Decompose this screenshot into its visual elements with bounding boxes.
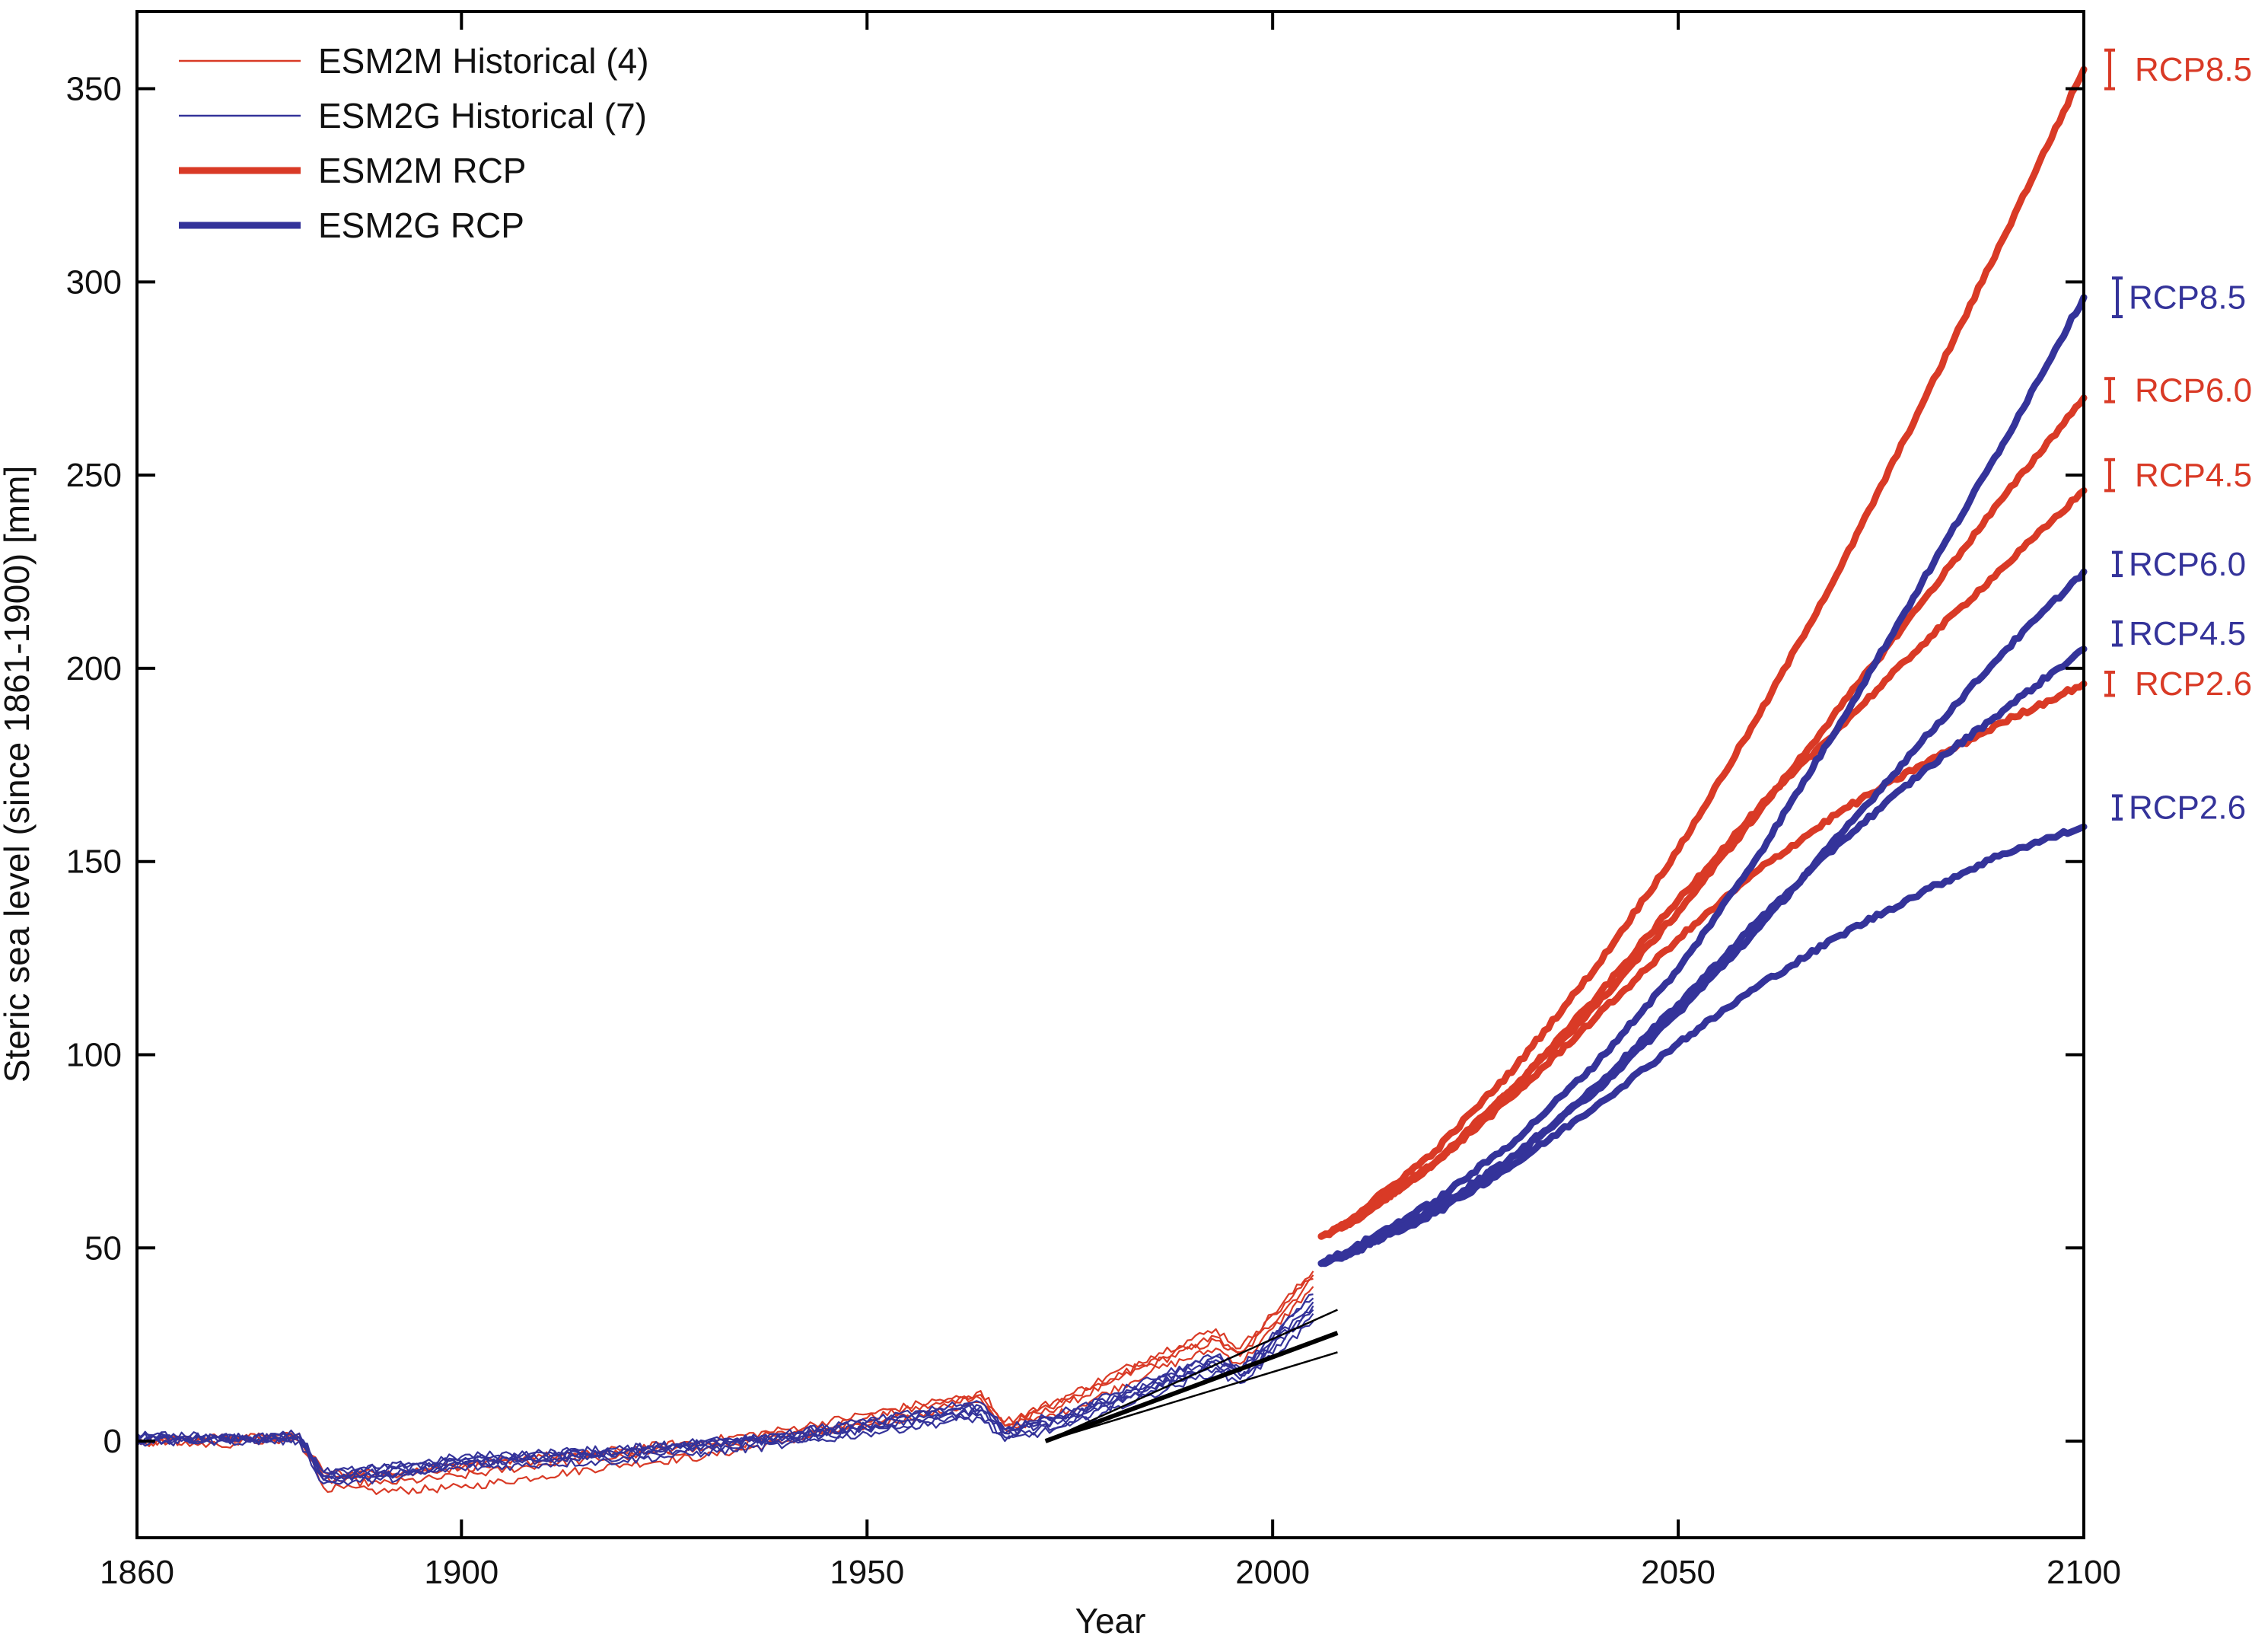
- rcp-line-esm2g-rcp85: [1317, 294, 2088, 1268]
- rcp-label-text: RCP6.0: [2129, 546, 2246, 583]
- rcp-label-esm2g-rcp26: RCP2.6: [2112, 789, 2246, 827]
- x-tick-label: 1950: [830, 1554, 904, 1591]
- historical-line-esm2g-8: [136, 1297, 1314, 1480]
- historical-line-esm2g-10: [136, 1293, 1314, 1475]
- y-tick-label: 50: [84, 1229, 122, 1267]
- rcp-label-text: RCP4.5: [2129, 615, 2246, 652]
- legend-label: ESM2M Historical (4): [318, 41, 649, 81]
- legend-entry: ESM2M Historical (4): [179, 41, 649, 81]
- y-tick-label: 300: [66, 263, 122, 301]
- historical-line-esm2m-3: [136, 1274, 1314, 1479]
- rcp-label-text: RCP8.5: [2135, 51, 2252, 88]
- legend-entry: ESM2M RCP: [179, 151, 526, 190]
- rcp-label-esm2m-rcp60: RCP6.0: [2104, 371, 2252, 409]
- historical-line-esm2g-9: [136, 1305, 1314, 1483]
- observation-trend-line-0: [1044, 1331, 1339, 1443]
- x-axis-title: Year: [1075, 1601, 1146, 1639]
- y-tick-label: 0: [104, 1423, 122, 1460]
- y-axis-title: Steric sea level (since 1861-1900) [mm]: [0, 466, 37, 1083]
- y-tick-label: 250: [66, 457, 122, 494]
- rcp-label-text: RCP4.5: [2135, 457, 2252, 494]
- legend-entry: ESM2G Historical (7): [179, 96, 647, 136]
- axis-ticks: 1860 1900 1950 2000 2050 2100 0 50 100 150 200 250 3…: [66, 11, 2121, 1591]
- rcp-label-text: RCP2.6: [2129, 789, 2246, 827]
- legend-label: ESM2G Historical (7): [318, 96, 647, 136]
- x-tick-label: 1860: [100, 1554, 174, 1591]
- x-tick-label: 2000: [1235, 1554, 1310, 1591]
- rcp-line-esm2g-rcp26: [1317, 823, 2088, 1268]
- rcp-label-esm2g-rcp85: RCP8.5: [2112, 276, 2246, 318]
- observation-trend-line-1: [1045, 1309, 1338, 1443]
- rcp-label-esm2m-rcp85: RCP8.5: [2104, 48, 2252, 91]
- historical-line-esm2m-0: [136, 1277, 1314, 1479]
- x-tick-label: 2100: [2047, 1554, 2121, 1591]
- rcp-line-esm2m-rcp85: [1317, 65, 2088, 1240]
- legend-entry: ESM2G RCP: [179, 206, 524, 245]
- rcp-label-esm2g-rcp60: RCP6.0: [2112, 546, 2246, 583]
- rcp-label-text: RCP2.6: [2135, 665, 2252, 703]
- observation-trend-line-2: [1045, 1351, 1338, 1443]
- plot-lines: [136, 65, 2088, 1495]
- rcp-line-esm2m-rcp45: [1317, 486, 2088, 1240]
- x-tick-label: 1900: [424, 1554, 499, 1591]
- rcp-label-esm2m-rcp45: RCP4.5: [2104, 457, 2252, 494]
- rcp-label-text: RCP8.5: [2129, 279, 2246, 317]
- legend-label: ESM2G RCP: [318, 206, 524, 245]
- y-tick-label: 150: [66, 843, 122, 881]
- historical-line-esm2g-6: [136, 1301, 1314, 1475]
- legend: ESM2M Historical (4) ESM2G Historical (7)…: [179, 41, 649, 245]
- rcp-line-esm2m-rcp60: [1317, 394, 2088, 1240]
- x-tick-label: 2050: [1641, 1554, 1715, 1591]
- rcp-label-esm2g-rcp45: RCP4.5: [2112, 615, 2246, 652]
- rcp-markers: RCP8.5 RCP8.5 RCP6.0 RCP4.5 RCP6.0 RCP4.5 RCP2…: [2104, 48, 2252, 827]
- y-tick-label: 200: [66, 650, 122, 687]
- rcp-label-esm2m-rcp26: RCP2.6: [2104, 665, 2252, 703]
- y-tick-label: 100: [66, 1037, 122, 1074]
- rcp-label-text: RCP6.0: [2135, 371, 2252, 409]
- y-tick-label: 350: [66, 71, 122, 108]
- plot-frame: [135, 10, 2085, 1539]
- legend-label: ESM2M RCP: [318, 151, 526, 190]
